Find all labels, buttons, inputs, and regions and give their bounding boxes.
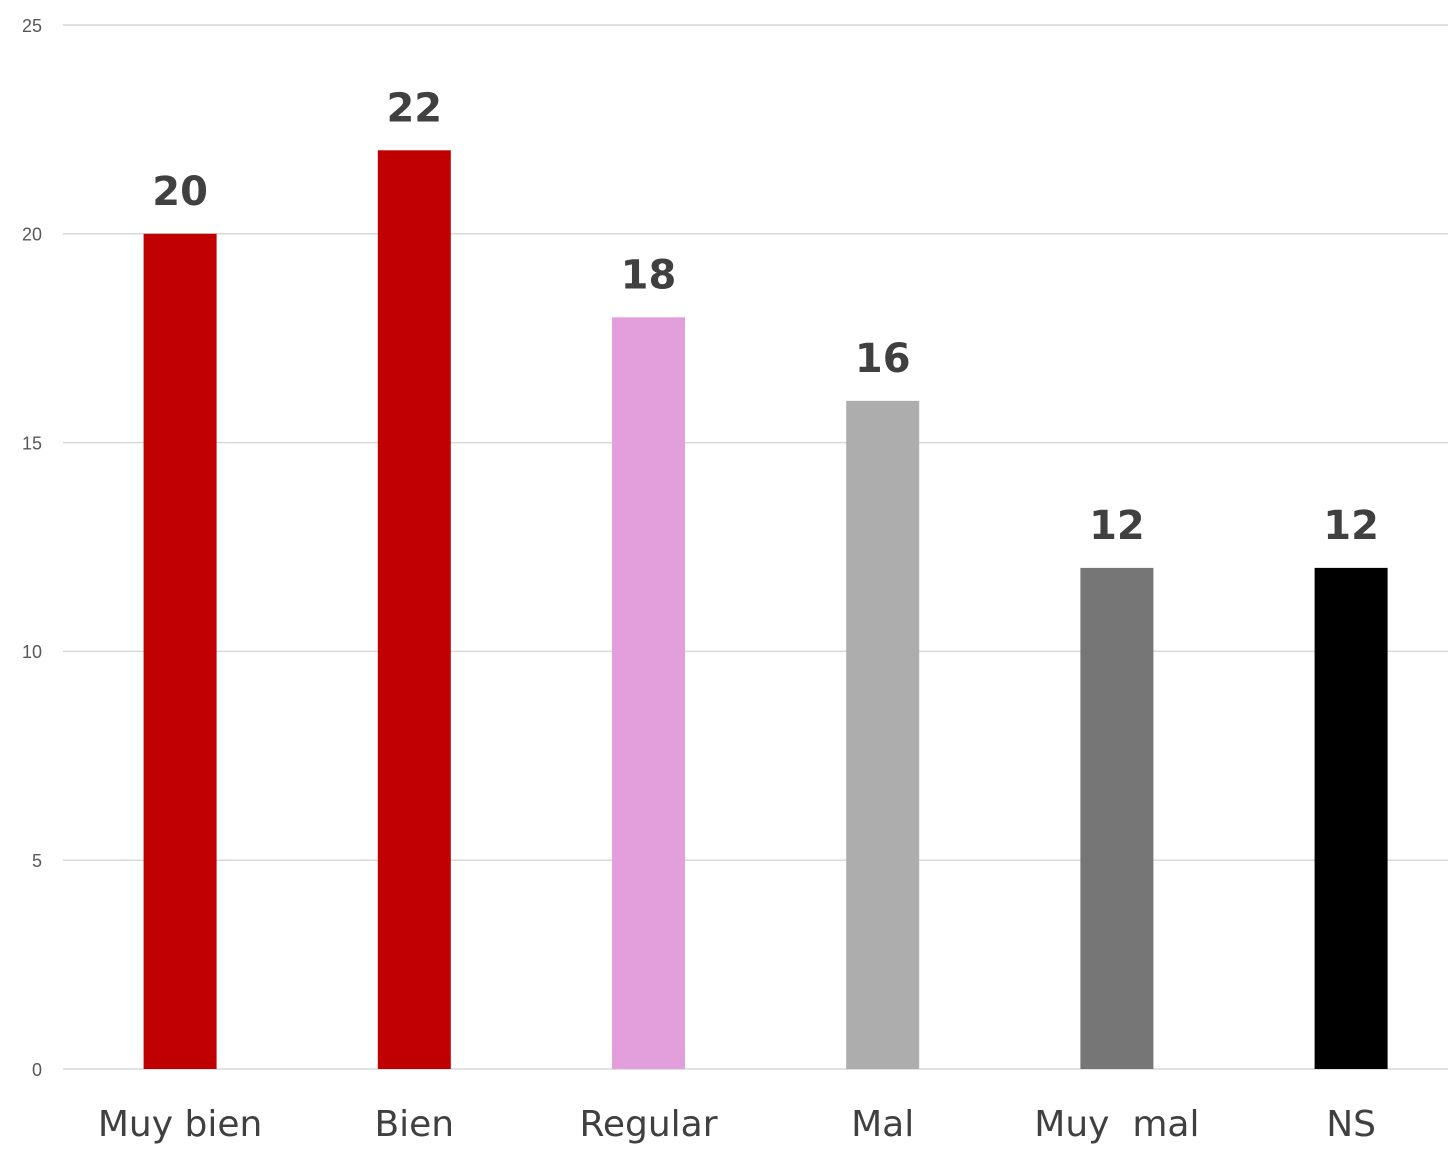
y-tick-label: 5	[32, 851, 42, 871]
y-tick-label: 0	[32, 1060, 42, 1080]
x-tick-label: Muy mal	[1034, 1104, 1199, 1145]
x-tick-label: Regular	[579, 1104, 717, 1145]
bar	[1314, 567, 1388, 1069]
bar	[846, 400, 920, 1070]
y-tick-label: 15	[22, 433, 42, 453]
x-tick-label: Muy bien	[98, 1104, 262, 1145]
data-label: 18	[621, 252, 677, 298]
data-label: 16	[855, 336, 911, 382]
data-label: 12	[1323, 503, 1379, 549]
data-label: 20	[152, 169, 208, 215]
x-tick-label: NS	[1326, 1104, 1376, 1145]
bar	[377, 150, 451, 1069]
y-tick-label: 25	[22, 16, 42, 36]
bar	[1080, 567, 1154, 1069]
x-tick-label: Bien	[374, 1104, 454, 1145]
data-label: 22	[386, 85, 442, 131]
bar	[612, 317, 685, 1069]
x-tick-label: Mal	[851, 1104, 914, 1145]
data-label: 12	[1089, 503, 1145, 549]
y-tick-label: 10	[22, 642, 42, 662]
y-tick-label: 20	[22, 225, 42, 245]
bar	[143, 233, 217, 1070]
